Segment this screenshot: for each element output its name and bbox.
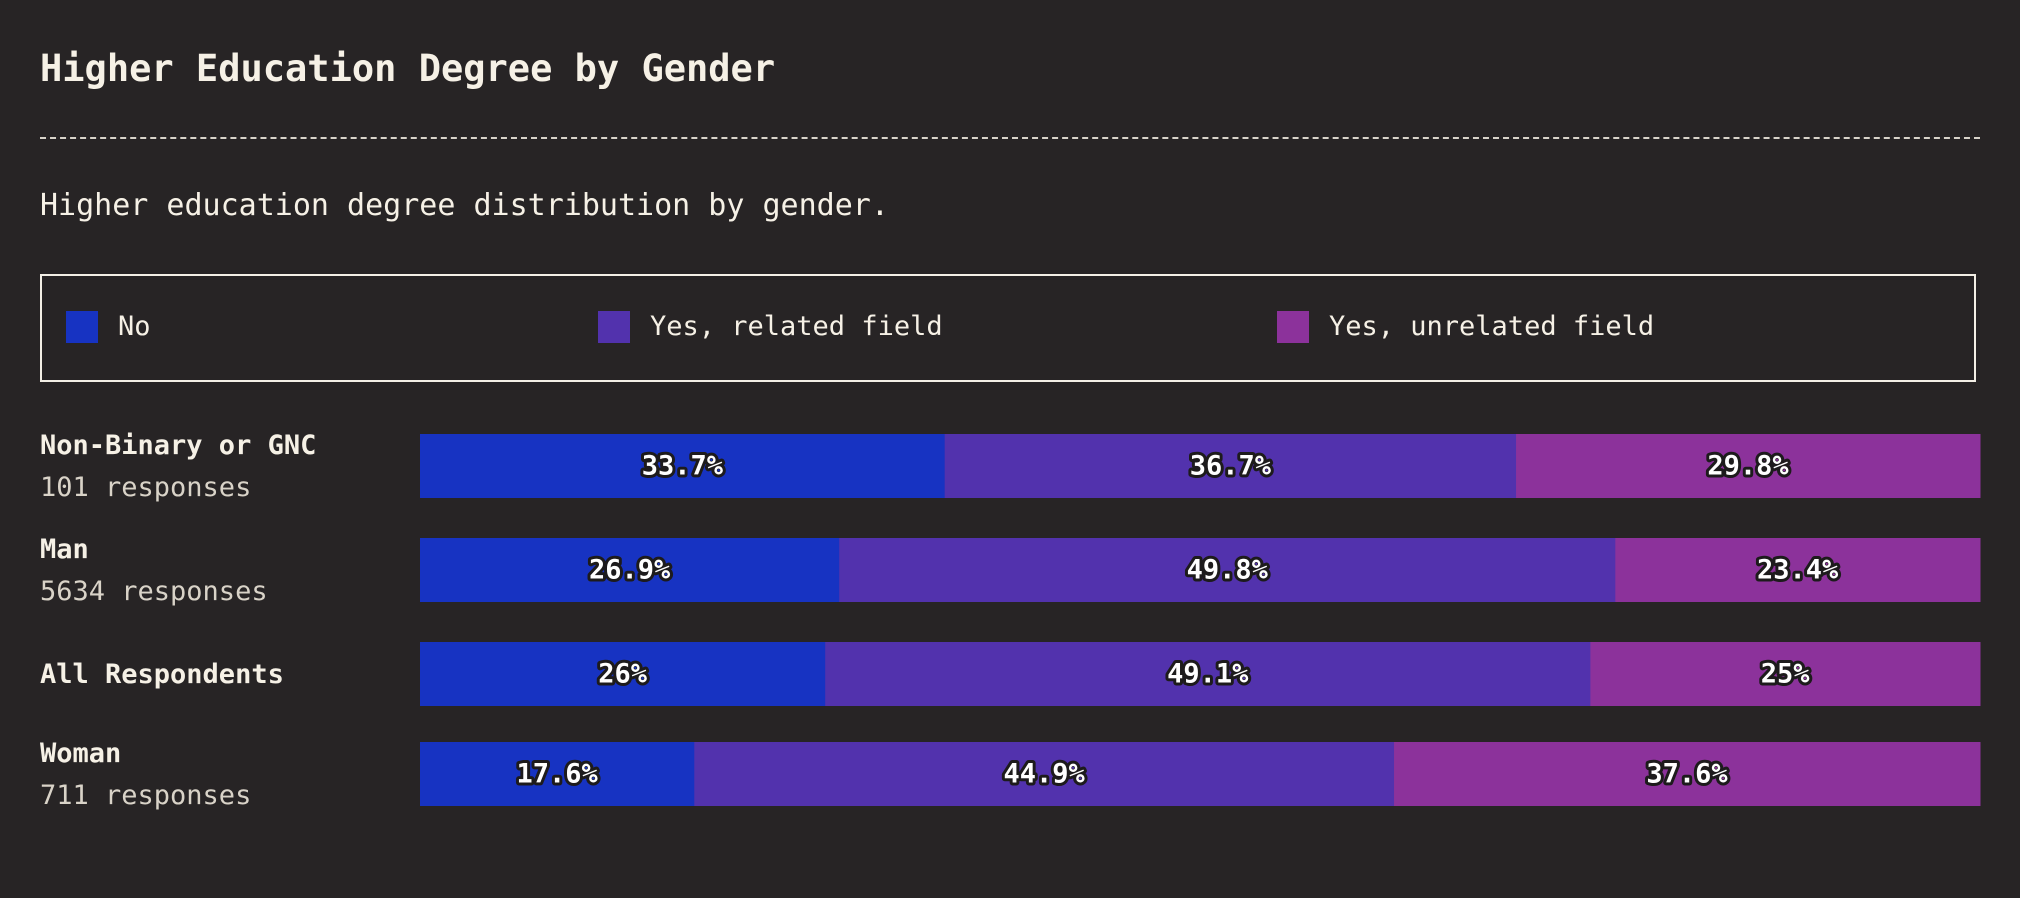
data-label-man-yes-unrelated-field: 23.4%: [1757, 555, 1839, 586]
legend-label-yes-related: Yes, related field: [650, 311, 943, 342]
chart-subtitle: Higher education degree distribution by …: [40, 188, 889, 223]
bar-segment-all-respondents-yes-related-field: [825, 642, 1591, 706]
data-label-non-binary-or-gnc-no: 33.7%: [642, 451, 724, 482]
legend: No Yes, related field Yes, unrelated fie…: [40, 274, 1976, 382]
bar-segment-woman-no: [420, 742, 695, 806]
bar-segment-woman-yes-unrelated-field: [1394, 742, 1981, 806]
data-label-all-respondents-no: 26%: [598, 659, 648, 690]
data-label-non-binary-or-gnc-yes-related-field: 36.7%: [1190, 451, 1272, 482]
data-label-man-yes-related-field: 49.8%: [1187, 555, 1269, 586]
bar-segment-man-yes-related-field: [839, 538, 1616, 602]
legend-swatch-yes-unrelated: [1277, 311, 1309, 343]
chart-title: Higher Education Degree by Gender: [40, 47, 776, 90]
category-label: All Respondents: [40, 659, 284, 690]
data-label-non-binary-or-gnc-yes-unrelated-field: 29.8%: [1707, 451, 1789, 482]
bar-segment-man-no: [420, 538, 840, 602]
response-count: 101 responses: [40, 472, 252, 503]
data-label-woman-yes-related-field: 44.9%: [1004, 759, 1086, 790]
legend-swatch-yes-related: [598, 311, 630, 343]
bar-segment-man-yes-unrelated-field: [1615, 538, 1981, 602]
category-label: Woman: [40, 738, 122, 769]
title-divider: [40, 137, 1980, 139]
data-label-all-respondents-yes-related-field: 49.1%: [1167, 659, 1249, 690]
row-label-all: All Respondents: [40, 657, 284, 693]
row-label-man: Man 5634 responses: [40, 532, 268, 610]
data-label-all-respondents-yes-unrelated-field: 25%: [1761, 659, 1811, 690]
legend-label-no: No: [118, 311, 151, 342]
legend-item-yes-unrelated: Yes, unrelated field: [1277, 310, 1654, 344]
legend-swatch-no: [66, 311, 98, 343]
category-label: Man: [40, 534, 89, 565]
legend-item-no: No: [66, 310, 151, 344]
row-label-non-binary: Non-Binary or GNC 101 responses: [40, 428, 316, 506]
data-label-man-no: 26.9%: [589, 555, 671, 586]
row-label-woman: Woman 711 responses: [40, 736, 251, 814]
legend-label-yes-unrelated: Yes, unrelated field: [1329, 311, 1655, 342]
bar-segment-woman-yes-related-field: [694, 742, 1395, 806]
data-label-woman-no: 17.6%: [517, 759, 599, 790]
response-count: 711 responses: [40, 780, 252, 811]
bar-segment-non-binary-or-gnc-yes-unrelated-field: [1516, 434, 1981, 498]
bar-segment-non-binary-or-gnc-yes-related-field: [944, 434, 1517, 498]
bar-segment-all-respondents-no: [420, 642, 826, 706]
response-count: 5634 responses: [40, 576, 268, 607]
category-label: Non-Binary or GNC: [40, 430, 317, 461]
data-label-woman-yes-unrelated-field: 37.6%: [1646, 759, 1728, 790]
legend-item-yes-related: Yes, related field: [598, 310, 943, 344]
bar-segment-non-binary-or-gnc-no: [420, 434, 946, 498]
bar-segment-all-respondents-yes-unrelated-field: [1590, 642, 1981, 706]
